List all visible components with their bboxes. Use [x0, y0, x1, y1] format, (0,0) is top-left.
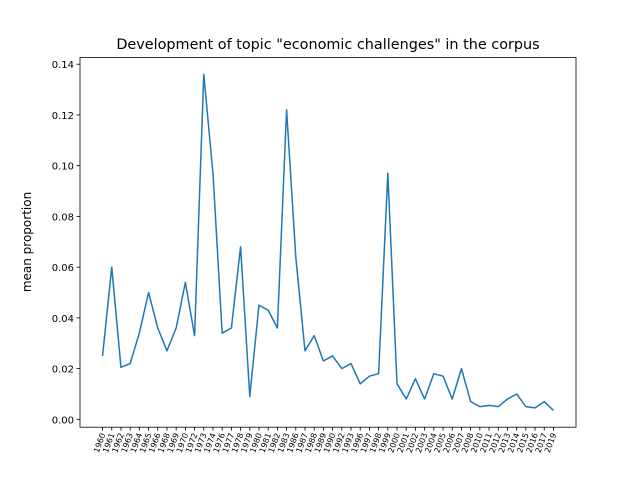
y-tick-label: 0.14 — [52, 60, 74, 71]
plot-frame — [79, 57, 577, 428]
y-tick-label: 0.08 — [52, 212, 74, 223]
y-tick-label: 0.10 — [52, 162, 74, 173]
chart-title: Development of topic "economic challenge… — [116, 37, 539, 53]
line-series — [101, 73, 554, 411]
y-tick-label: 0.12 — [52, 111, 74, 122]
y-tick-label: 0.04 — [52, 314, 74, 325]
y-axis-label: mean proportion — [20, 192, 34, 292]
y-tick-label: 0.02 — [52, 365, 74, 376]
y-tick-label: 0.00 — [52, 415, 74, 426]
y-tick-label: 0.06 — [52, 263, 74, 274]
